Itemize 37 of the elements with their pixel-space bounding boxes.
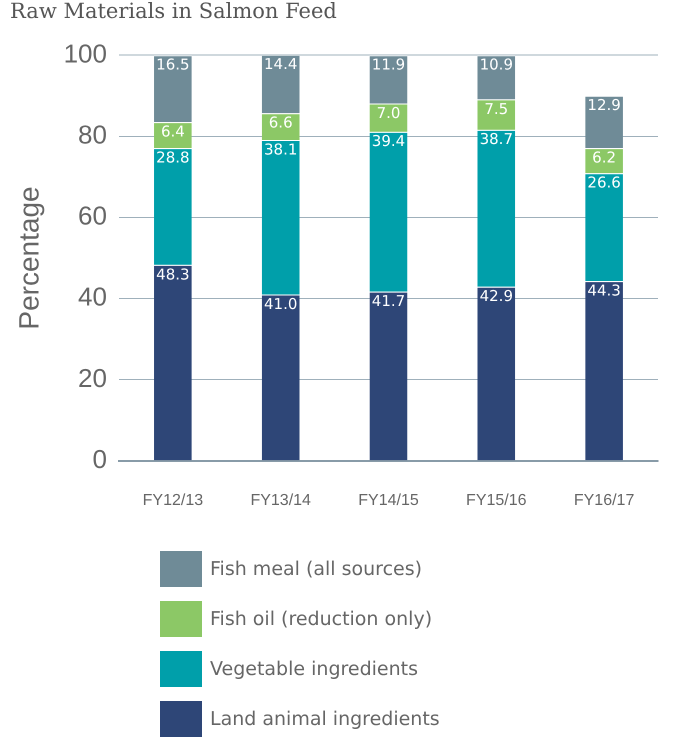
data-label: 38.7 [480, 130, 513, 148]
data-label: 41.0 [264, 294, 298, 313]
y-tick-label: 60 [78, 200, 107, 231]
legend-label: Fish oil (reduction only) [210, 608, 432, 630]
data-label: 38.1 [264, 140, 298, 158]
legend-label: Fish meal (all sources) [210, 558, 422, 580]
y-tick-label: 100 [64, 38, 107, 68]
data-label: 10.9 [480, 56, 513, 74]
x-tick-label: FY15/16 [466, 492, 527, 509]
data-label: 41.7 [372, 292, 406, 310]
data-label: 11.9 [372, 56, 406, 74]
x-tick-label: FY16/17 [574, 492, 634, 509]
data-label: 7.0 [376, 104, 400, 122]
data-label: 28.8 [156, 148, 190, 166]
data-label: 16.5 [156, 56, 190, 74]
y-tick-label: 40 [78, 282, 107, 312]
x-tick-label: FY14/15 [358, 492, 419, 509]
data-label: 7.5 [484, 100, 508, 118]
data-label: 14.4 [264, 55, 298, 74]
data-label: 6.2 [592, 148, 616, 166]
legend-label: Land animal ingredients [210, 708, 440, 730]
data-label: 12.9 [587, 96, 621, 114]
data-label: 26.6 [587, 174, 621, 192]
y-tick-label: 20 [78, 362, 107, 393]
data-label: 48.3 [156, 265, 190, 284]
legend-label: Vegetable ingredients [210, 658, 418, 680]
data-label: 44.3 [587, 282, 621, 300]
data-label: 6.6 [268, 114, 293, 132]
y-axis-title: Percentage [14, 186, 45, 330]
y-tick-label: 80 [78, 119, 107, 150]
y-tick-label: 0 [92, 444, 107, 474]
chart-title: Raw Materials in Salmon Feed [10, 0, 337, 24]
data-label: 42.9 [480, 287, 513, 306]
data-label: 6.4 [160, 122, 185, 141]
x-tick-label: FY13/14 [250, 492, 312, 509]
data-label: 39.4 [372, 132, 406, 150]
x-tick-label: FY12/13 [142, 492, 204, 509]
